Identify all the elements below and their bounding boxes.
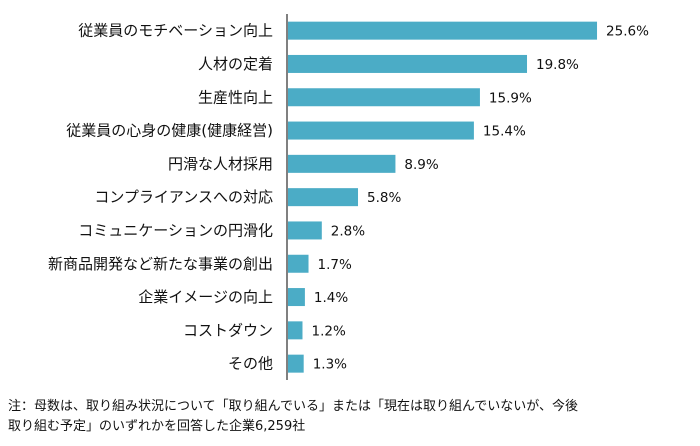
category-label: コミュニケーションの円滑化	[78, 221, 273, 239]
value-label: 15.9%	[489, 90, 532, 106]
bar	[288, 88, 480, 107]
category-label: 新商品開発など新たな事業の創出	[48, 255, 273, 273]
category-label: 従業員の心身の健康(健康経営)	[66, 122, 273, 140]
value-label: 5.8%	[367, 190, 401, 206]
category-label: その他	[228, 355, 273, 373]
bar	[288, 54, 528, 73]
bar	[288, 21, 598, 40]
bars-layer	[288, 21, 598, 373]
category-label: 人材の定着	[198, 55, 273, 73]
bar	[288, 254, 309, 273]
bar	[288, 354, 304, 373]
value-label: 25.6%	[606, 24, 649, 40]
labels-layer: 従業員のモチベーション向上 25.6% 人材の定着 19.8% 生産性向上 15.9% 従業…	[48, 22, 649, 373]
bar	[288, 321, 303, 340]
value-label: 1.2%	[311, 323, 345, 339]
value-label: 15.4%	[483, 124, 526, 140]
category-label: コストダウン	[183, 321, 273, 339]
footnote-line-1: 注：母数は、取り組み状況について「取り組んでいる」または「現在は取り組んでいない…	[8, 399, 579, 414]
bar	[288, 288, 305, 307]
value-label: 1.4%	[314, 290, 348, 306]
category-label: 従業員のモチベーション向上	[78, 22, 273, 40]
footnote-line-2: 取り組む予定」のいずれかを回答した企業6,259社	[8, 419, 306, 434]
bar	[288, 154, 396, 173]
category-label: 生産性向上	[198, 88, 273, 106]
value-label: 1.7%	[318, 257, 352, 273]
bar	[288, 188, 359, 207]
value-label: 8.9%	[404, 157, 438, 173]
value-label: 2.8%	[331, 223, 365, 239]
bar	[288, 221, 322, 240]
bar	[288, 121, 474, 140]
category-label: コンプライアンスへの対応	[94, 188, 273, 206]
category-label: 企業イメージの向上	[138, 288, 273, 306]
value-label: 1.3%	[313, 357, 347, 373]
category-label: 円滑な人材採用	[168, 155, 273, 173]
value-label: 19.8%	[536, 57, 579, 73]
footnote: 注：母数は、取り組み状況について「取り組んでいる」または「現在は取り組んでいない…	[8, 397, 692, 437]
